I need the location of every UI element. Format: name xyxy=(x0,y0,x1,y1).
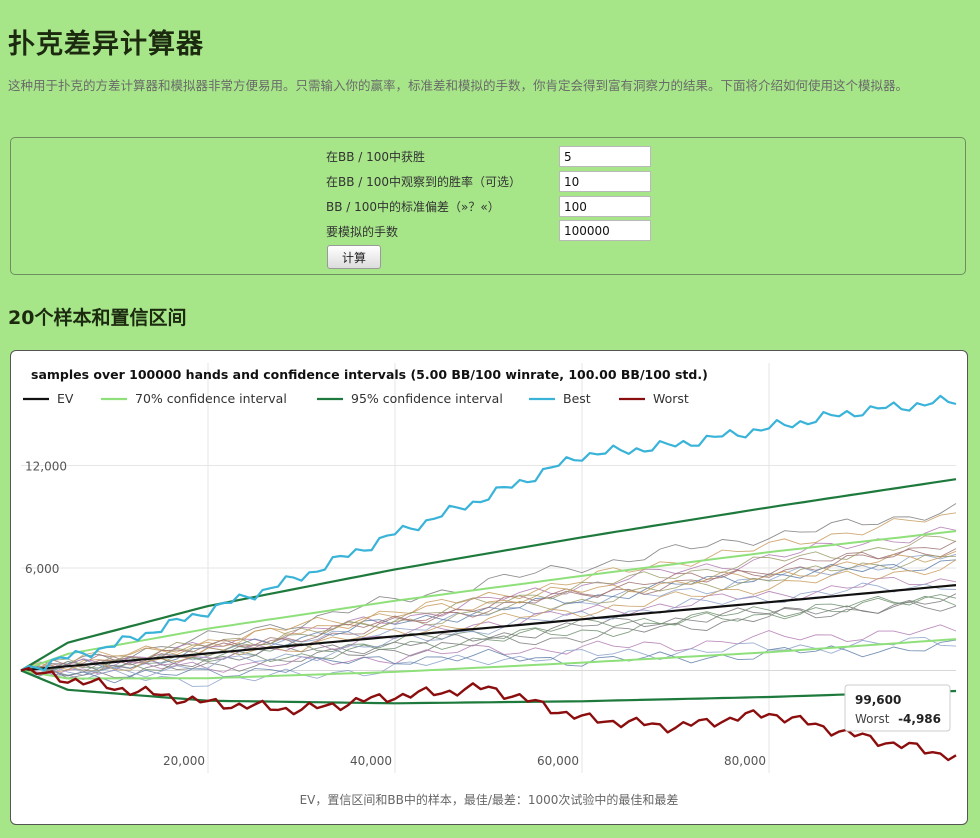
calculate-button[interactable]: 计算 xyxy=(327,245,381,269)
series-line-ev xyxy=(20,584,957,672)
tooltip-box xyxy=(844,684,951,732)
observed-winrate-input[interactable] xyxy=(559,171,651,192)
sample-path-line xyxy=(20,535,957,675)
tooltip-x-value: 99,600 xyxy=(855,693,901,707)
tooltip-series-name: Worst xyxy=(855,712,890,726)
winrate-input[interactable] xyxy=(559,146,651,167)
x-axis-label: EV，置信区间和BB中的样本，最佳/最差：1000次试验中的最佳和最差 xyxy=(300,792,679,807)
series-line-70-confidence-interval xyxy=(20,638,957,680)
sample-path-line xyxy=(20,639,957,684)
tooltip-value: -4,986 xyxy=(898,712,941,726)
series-line-95-confidence-interval xyxy=(20,669,957,705)
sample-path-line xyxy=(20,540,957,671)
chart-svg: 20,000 40,000 60,000 80,000 6,000 12,000 sampl… xyxy=(20,363,957,807)
winrate-label: 在BB / 100中获胜 xyxy=(326,150,426,164)
series-line-worst xyxy=(20,666,957,762)
sample-path-line xyxy=(20,601,957,677)
sample-path-line xyxy=(20,550,957,671)
chart-container: 20,000 40,000 60,000 80,000 6,000 12,000 sampl… xyxy=(10,350,968,825)
sample-path-line xyxy=(20,582,957,678)
std-deviation-input[interactable] xyxy=(559,196,651,217)
calculator-form: 在BB / 100中获胜 在BB / 100中观察到的胜率（可选） BB / 1… xyxy=(10,137,966,275)
x-tick-label: 20,000 xyxy=(163,754,205,768)
hands-input[interactable] xyxy=(559,220,651,241)
std-deviation-label: BB / 100中的标准偏差（»？«） xyxy=(326,200,500,214)
section-title: 20个样本和置信区间 xyxy=(8,307,187,329)
hands-label: 要模拟的手数 xyxy=(326,225,399,239)
sample-path-line xyxy=(20,526,957,671)
legend-label: 70% confidence interval xyxy=(135,391,287,406)
legend-label: EV xyxy=(57,391,74,406)
x-tick-label: 80,000 xyxy=(724,754,766,768)
sample-path-line xyxy=(20,593,957,679)
sample-path-line xyxy=(20,503,957,671)
x-tick-label: 60,000 xyxy=(537,754,579,768)
legend-label: Worst xyxy=(653,391,689,406)
legend-label: 95% confidence interval xyxy=(351,391,503,406)
legend-label: Best xyxy=(563,391,591,406)
y-tick-label: 12,000 xyxy=(25,460,67,474)
sample-path-line xyxy=(20,548,957,671)
observed-winrate-label: 在BB / 100中观察到的胜率（可选） xyxy=(326,175,522,189)
series-line-70-confidence-interval xyxy=(20,530,957,672)
sample-path-line xyxy=(20,559,957,671)
sample-path-line xyxy=(20,576,957,675)
sample-path-line xyxy=(20,512,957,674)
chart-title: samples over 100000 hands and confidence… xyxy=(31,367,708,382)
x-tick-label: 40,000 xyxy=(350,754,392,768)
series-line-best xyxy=(20,394,957,672)
series-line-95-confidence-interval xyxy=(20,478,957,672)
y-tick-label: 6,000 xyxy=(25,562,59,576)
page-title: 扑克差异计算器 xyxy=(8,29,204,60)
sample-path-line xyxy=(20,554,957,671)
intro-text: 这种用于扑克的方差计算器和模拟器非常方便易用。只需输入你的赢率，标准差和模拟的手… xyxy=(8,78,909,93)
